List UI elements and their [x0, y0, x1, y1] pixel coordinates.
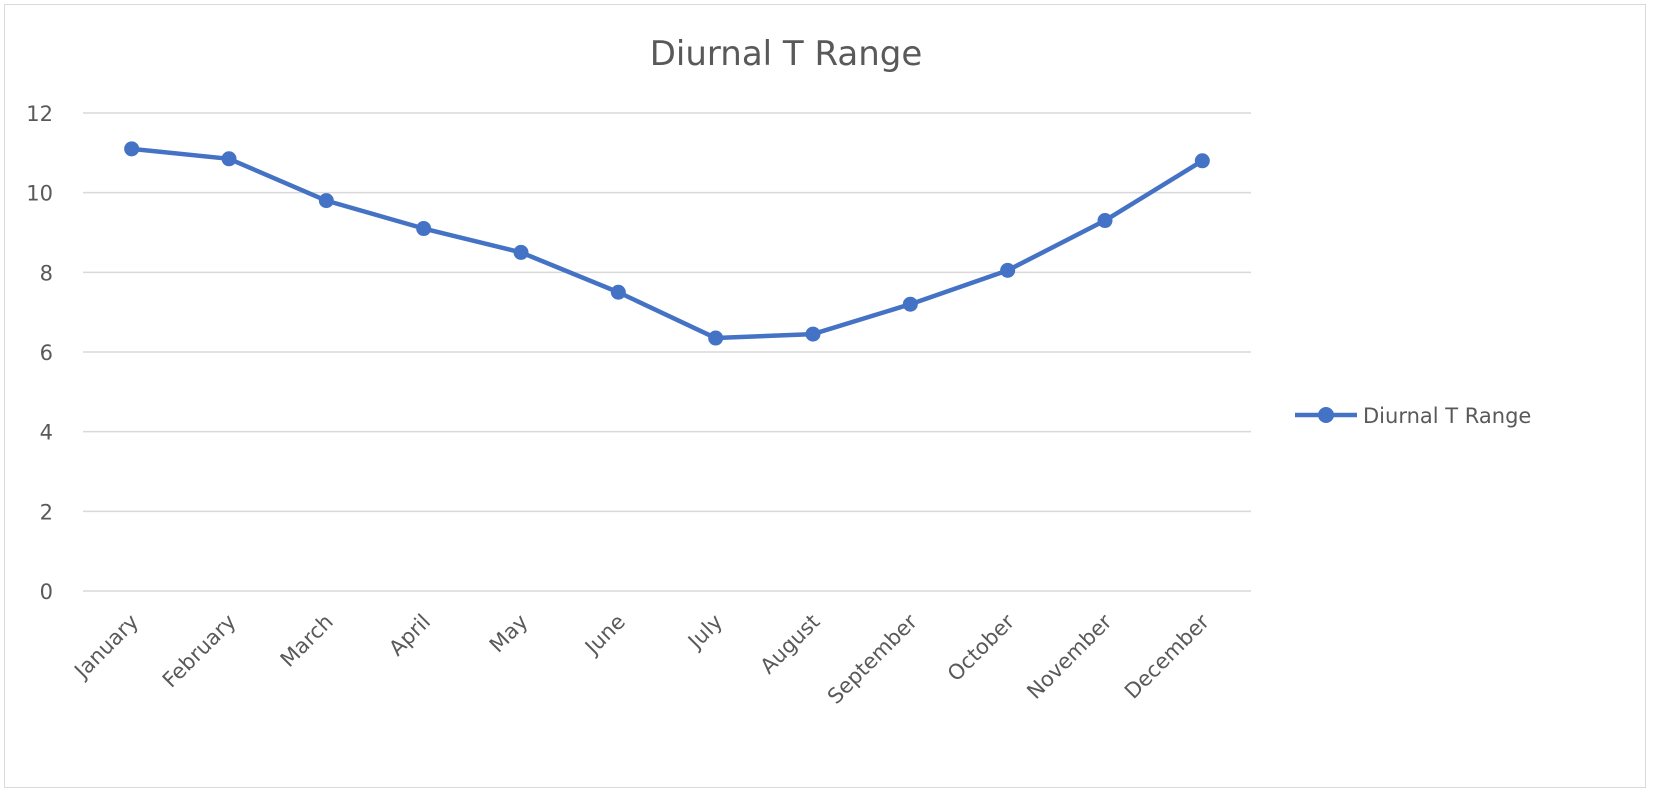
x-tick-label: February — [158, 610, 241, 693]
gridlines — [83, 112, 1251, 592]
x-axis-tick-labels: January February March April May June July Augu… — [69, 609, 1215, 708]
data-point — [416, 221, 432, 237]
x-tick-label: July — [682, 610, 727, 655]
data-point — [513, 244, 529, 260]
y-tick-label: 4 — [40, 421, 53, 445]
y-tick-label: 2 — [40, 500, 53, 524]
data-point — [1194, 153, 1210, 169]
x-tick-label: May — [485, 610, 533, 658]
series-layer — [124, 141, 1210, 346]
y-tick-label: 12 — [26, 102, 53, 126]
x-tick-label: January — [69, 610, 144, 685]
x-tick-label: June — [579, 610, 630, 661]
x-tick-label: August — [756, 610, 825, 679]
data-point — [902, 296, 918, 312]
x-tick-label: December — [1120, 609, 1214, 703]
legend-entry-label: Diurnal T Range — [1363, 404, 1531, 428]
chart-frame: Diurnal T Range 0 2 4 6 8 10 12 January Februar… — [4, 4, 1646, 788]
legend: Diurnal T Range — [1295, 404, 1531, 428]
data-point — [1097, 213, 1113, 229]
y-tick-label: 0 — [40, 580, 53, 604]
data-point — [610, 284, 626, 300]
data-point — [708, 330, 724, 346]
x-tick-label: November — [1022, 609, 1116, 703]
y-tick-label: 6 — [40, 341, 53, 365]
series-line — [129, 146, 1205, 341]
legend-point-marker — [1318, 407, 1334, 423]
data-point — [805, 326, 821, 342]
y-axis-tick-labels: 0 2 4 6 8 10 12 — [26, 102, 53, 604]
x-tick-label: April — [384, 610, 435, 661]
chart-title: Diurnal T Range — [650, 34, 923, 74]
x-tick-label: September — [823, 609, 922, 708]
y-tick-label: 10 — [26, 182, 53, 206]
data-point — [318, 193, 334, 209]
line-chart: Diurnal T Range 0 2 4 6 8 10 12 January Februar… — [26, 34, 1531, 709]
data-point — [124, 141, 140, 157]
y-tick-label: 8 — [40, 261, 53, 285]
x-tick-label: October — [943, 609, 1020, 686]
data-point — [221, 151, 237, 167]
data-point — [1000, 262, 1016, 278]
x-tick-label: March — [276, 610, 338, 672]
